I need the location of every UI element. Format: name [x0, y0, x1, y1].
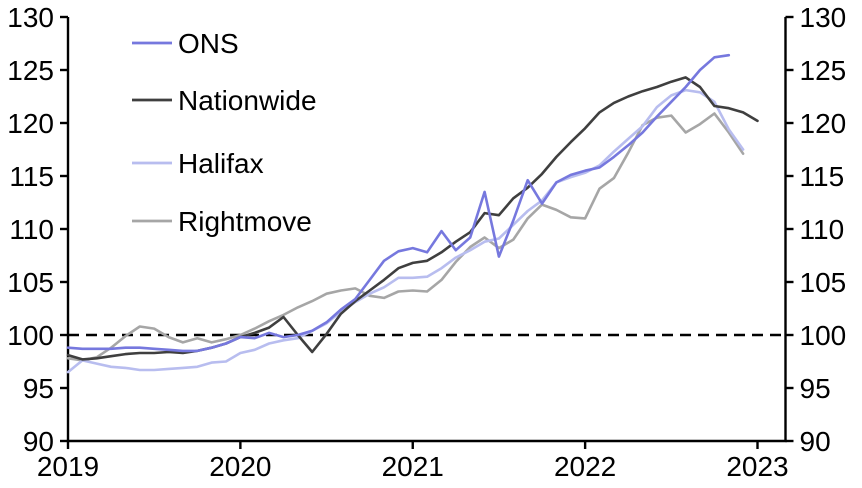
- y-axis-label-left: 115: [9, 161, 54, 192]
- y-axis-label-right: 130: [800, 2, 847, 33]
- y-axis-label-left: 90: [23, 426, 54, 457]
- y-axis-label-left: 100: [7, 320, 54, 351]
- x-axis-label-2023: 2023: [726, 451, 788, 482]
- legend-label-ons: ONS: [178, 28, 239, 59]
- y-axis-label-right: 95: [800, 373, 831, 404]
- y-axis-label-right: 100: [800, 320, 847, 351]
- series-line-halifax: [66, 88, 745, 374]
- y-axis-label-left: 125: [7, 55, 54, 86]
- series-line-rightmove: [66, 112, 745, 362]
- x-axis-label-2020: 2020: [209, 451, 271, 482]
- y-axis-label-left: 95: [23, 373, 54, 404]
- y-axis-label-left: 105: [7, 267, 54, 298]
- series-line-nationwide: [66, 76, 759, 361]
- legend-label-nationwide: Nationwide: [178, 85, 317, 116]
- x-axis-label-2019: 2019: [37, 451, 99, 482]
- y-axis-label-right: 125: [800, 55, 847, 86]
- x-axis-label-2022: 2022: [554, 451, 616, 482]
- y-axis-label-left: 120: [7, 108, 54, 139]
- y-axis-label-right: 120: [800, 108, 847, 139]
- legend-label-rightmove: Rightmove: [178, 206, 312, 237]
- y-axis-label-right: 110: [800, 214, 845, 245]
- y-axis-label-left: 130: [7, 2, 54, 33]
- y-axis-label-right: 105: [800, 267, 847, 298]
- series-line-ons: [66, 53, 731, 353]
- y-axis-label-left: 110: [9, 214, 54, 245]
- x-axis-label-2021: 2021: [382, 451, 444, 482]
- legend-label-halifax: Halifax: [178, 148, 264, 179]
- y-axis-label-right: 115: [800, 161, 845, 192]
- y-axis-label-right: 90: [800, 426, 831, 457]
